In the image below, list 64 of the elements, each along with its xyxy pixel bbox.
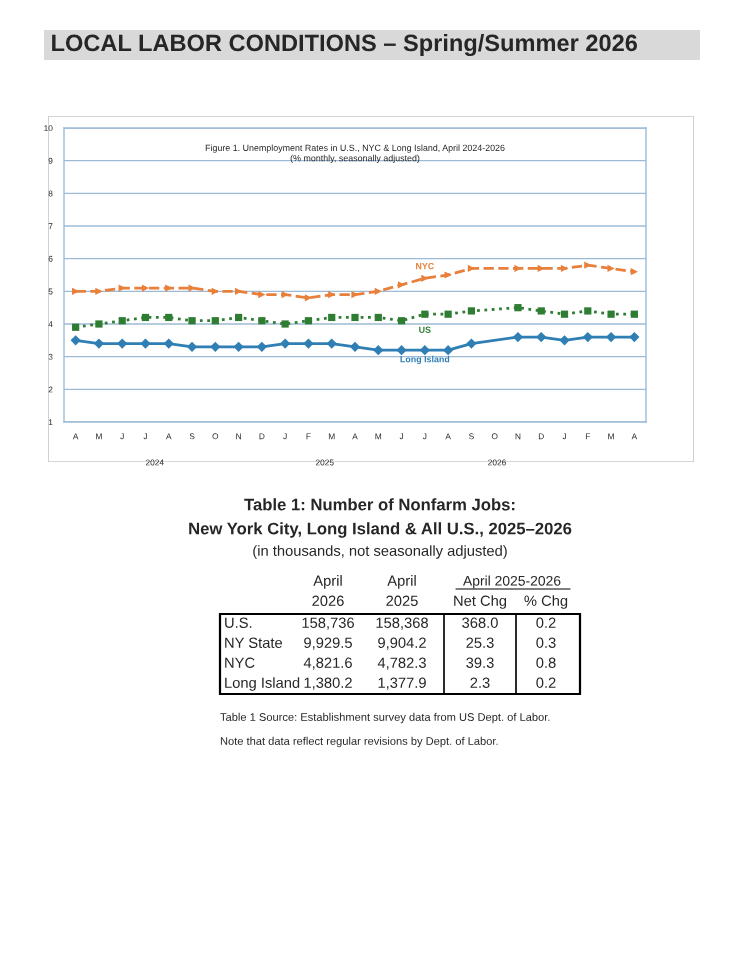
point [211, 317, 219, 325]
point [373, 345, 384, 356]
point [559, 335, 570, 346]
point [443, 345, 454, 356]
point [444, 271, 452, 279]
point [444, 310, 452, 318]
point [537, 264, 545, 273]
point [607, 310, 615, 318]
point [584, 307, 592, 315]
point [560, 310, 569, 318]
point [397, 281, 406, 289]
point [186, 341, 198, 352]
point [328, 313, 336, 322]
point [351, 313, 359, 322]
point [537, 307, 545, 315]
point [303, 338, 314, 349]
point [349, 341, 361, 352]
point [256, 341, 267, 352]
point [93, 338, 105, 349]
point [466, 338, 477, 349]
point [72, 323, 80, 331]
point [141, 313, 150, 322]
point [118, 317, 126, 325]
point [233, 341, 244, 352]
point [629, 331, 640, 343]
point [419, 345, 430, 356]
point [210, 341, 221, 352]
point [536, 331, 547, 343]
point [95, 320, 103, 328]
point [630, 268, 638, 276]
point [351, 290, 359, 299]
point [560, 264, 569, 273]
point [582, 331, 593, 343]
point [188, 317, 196, 325]
point [95, 287, 103, 295]
point [117, 338, 128, 349]
point [514, 304, 522, 312]
point [234, 313, 243, 322]
point [165, 313, 173, 322]
text: LOCAL LABOR CONDITIONS – Spring/Summer 2026 [52, 33, 638, 57]
point [281, 290, 289, 299]
point [163, 338, 174, 349]
point [630, 310, 638, 318]
point [258, 317, 266, 325]
point [70, 335, 81, 346]
point [374, 313, 382, 322]
point [281, 320, 289, 328]
point [304, 317, 313, 325]
point [396, 345, 407, 356]
point [140, 338, 151, 349]
point [607, 264, 615, 273]
text: Table 1: Number of Nonfarm Jobs: [244, 498, 515, 511]
point [211, 287, 219, 295]
point [328, 290, 336, 299]
text: New York City, Long Island & All U.S., 2025–2026 [189, 522, 572, 538]
point [421, 310, 429, 318]
point [234, 287, 243, 295]
point [280, 338, 291, 349]
point [397, 317, 406, 325]
point [374, 287, 382, 295]
point [258, 290, 266, 299]
point [326, 338, 337, 349]
point [141, 284, 150, 292]
point [467, 307, 476, 315]
